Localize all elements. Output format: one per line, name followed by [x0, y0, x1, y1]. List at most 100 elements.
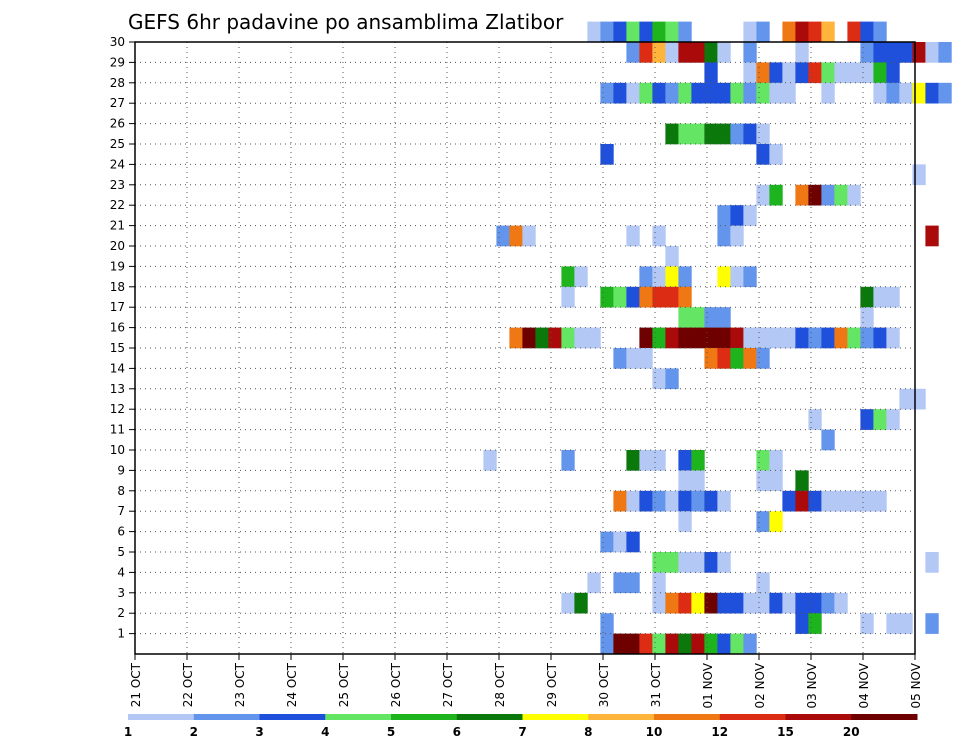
heatmap-cell — [743, 82, 757, 104]
y-tick-label: 20 — [110, 239, 125, 253]
heatmap-cell — [691, 592, 705, 614]
x-axis: 21 OCT 22 OCT 23 OCT 24 OCT 25 OCT 26 OCT 27 O… — [129, 654, 923, 709]
x-tick-label: 27 OCT — [441, 662, 455, 707]
heatmap-cell — [899, 82, 913, 104]
x-tick-label: 26 OCT — [389, 662, 403, 707]
legend-swatch — [522, 714, 589, 720]
y-tick-label: 13 — [110, 382, 125, 396]
heatmap-cell — [678, 286, 692, 308]
heatmap-cell — [782, 592, 796, 614]
heatmap-cell — [860, 613, 874, 634]
heatmap-cell — [613, 633, 627, 655]
heatmap-cell — [873, 327, 887, 349]
legend-swatch — [719, 714, 786, 720]
x-tick-label: 02 NOV — [753, 662, 767, 708]
heatmap-cell — [873, 82, 887, 104]
heatmap-cell — [860, 307, 874, 328]
heatmap-cell — [717, 592, 731, 614]
heatmap-cell — [639, 82, 653, 104]
heatmap-cell — [756, 592, 770, 614]
heatmap-cell — [665, 21, 679, 43]
heatmap-cell — [808, 327, 822, 349]
heatmap-cell — [626, 21, 640, 43]
heatmap-cell — [691, 42, 705, 63]
heatmap-cell — [717, 348, 731, 369]
heatmap-cell — [873, 62, 887, 84]
heatmap-cell — [691, 633, 705, 655]
y-tick-label: 3 — [117, 586, 125, 600]
heatmap-cell — [795, 62, 809, 84]
heatmap-cell — [509, 225, 523, 247]
heatmap-cell — [717, 205, 731, 226]
heatmap-cell — [691, 450, 705, 471]
heatmap-cell — [756, 184, 770, 206]
heatmap-cell — [704, 123, 718, 145]
heatmap-cell — [652, 327, 666, 349]
heatmap-cell — [704, 62, 718, 84]
heatmap-cell — [691, 552, 705, 573]
x-tick-label: 31 OCT — [649, 662, 663, 707]
heatmap-cell — [639, 21, 653, 43]
legend-swatch — [851, 714, 918, 720]
heatmap-cell — [548, 327, 562, 349]
heatmap-cell — [834, 184, 848, 206]
heatmap-cell — [678, 490, 692, 512]
heatmap-cell — [821, 327, 835, 349]
heatmap-cell — [652, 450, 666, 471]
x-tick-label: 04 NOV — [857, 662, 871, 708]
x-tick-label: 29 OCT — [545, 662, 559, 707]
heatmap-cell — [860, 286, 874, 308]
heatmap-cell — [925, 42, 939, 63]
legend-swatch — [193, 714, 260, 720]
heatmap-cell — [743, 42, 757, 63]
heatmap-cell — [522, 327, 536, 349]
heatmap-cell — [678, 327, 692, 349]
heatmap-cell — [730, 123, 744, 145]
chart-title: GEFS 6hr padavine po ansamblima Zlatibor — [128, 10, 564, 34]
heatmap-cell — [561, 592, 575, 614]
y-tick-label: 6 — [117, 525, 125, 539]
heatmap-cell — [717, 266, 731, 288]
heatmap-cell — [639, 490, 653, 512]
heatmap-cell — [769, 592, 783, 614]
heatmap-cell — [613, 490, 627, 512]
heatmap-cell — [756, 511, 770, 532]
heatmap-cell — [652, 82, 666, 104]
y-tick-label: 16 — [110, 321, 125, 335]
x-tick-label: 01 NOV — [701, 662, 715, 708]
heatmap-cell — [821, 184, 835, 206]
heatmap-cell — [821, 429, 835, 451]
heatmap-cell — [613, 348, 627, 369]
heatmap-cell — [587, 21, 601, 43]
heatmap-cell — [925, 552, 939, 573]
heatmap-cell — [808, 21, 822, 43]
heatmap-cell — [561, 327, 575, 349]
heatmap-cell — [769, 327, 783, 349]
y-tick-label: 8 — [117, 484, 125, 498]
heatmap-cell — [665, 123, 679, 145]
legend-label: 15 — [777, 725, 794, 739]
heatmap-cell — [600, 82, 614, 104]
heatmap-cell — [509, 327, 523, 349]
heatmap-cells — [483, 21, 952, 655]
heatmap-cell — [756, 62, 770, 84]
heatmap-cell — [743, 348, 757, 369]
heatmap-cell — [665, 42, 679, 63]
heatmap-cell — [678, 21, 692, 43]
heatmap-cell — [808, 409, 822, 430]
legend-swatch — [128, 714, 195, 720]
heatmap-cell — [795, 42, 809, 63]
heatmap-cell — [730, 205, 744, 226]
heatmap-cell — [704, 348, 718, 369]
heatmap-cell — [704, 552, 718, 573]
heatmap-cell — [613, 21, 627, 43]
heatmap-cell — [925, 225, 939, 247]
heatmap-cell — [717, 42, 731, 63]
heatmap-cell — [626, 42, 640, 63]
heatmap-cell — [730, 592, 744, 614]
y-tick-label: 26 — [110, 117, 125, 131]
heatmap-cell — [704, 82, 718, 104]
heatmap-cell — [574, 266, 588, 288]
legend-label: 4 — [321, 725, 329, 739]
heatmap-cell — [652, 633, 666, 655]
